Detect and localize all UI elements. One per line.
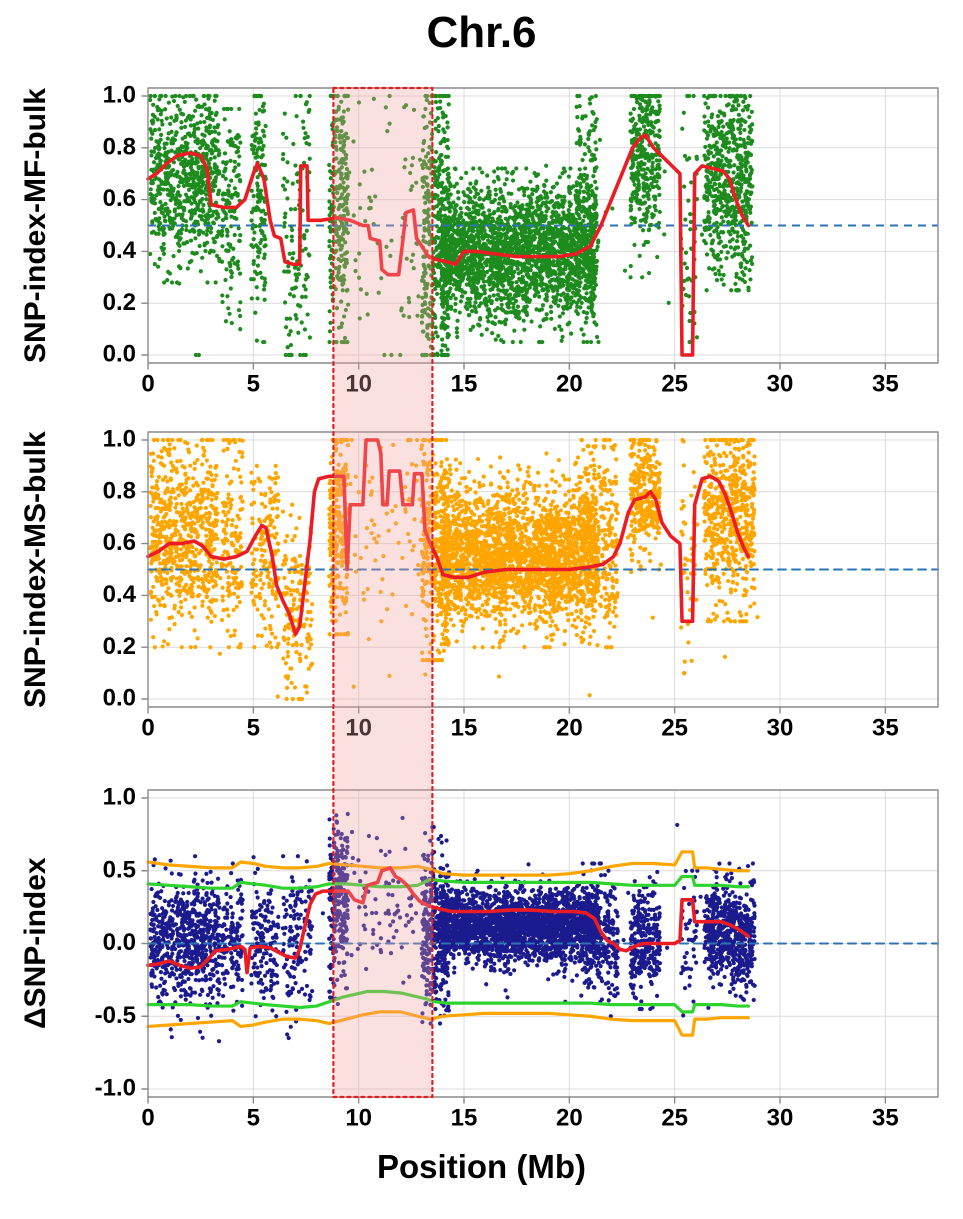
y-axis-label-mf-bulk: SNP-index-MF-bulk — [19, 88, 52, 363]
chart-title: Chr.6 — [426, 8, 537, 57]
y-axis-label-delta-snp-index: ΔSNP-index — [19, 857, 52, 1030]
y-axis-label-ms-bulk: SNP-index-MS-bulk — [19, 431, 52, 708]
x-axis-label: Position (Mb) — [377, 1148, 586, 1185]
